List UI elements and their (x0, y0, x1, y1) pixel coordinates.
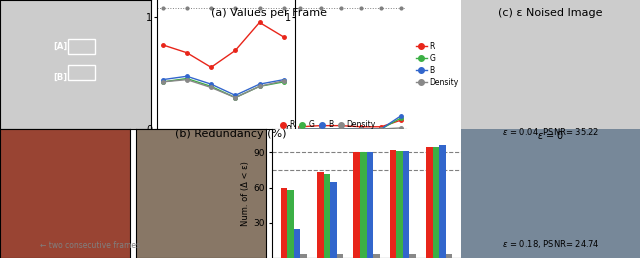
Bar (337, 254, 343, 258)
Text: [A]: [A] (53, 42, 67, 51)
Bar (396, 151, 403, 258)
Bar (390, 150, 396, 258)
Bar (360, 152, 367, 258)
Bar (287, 190, 294, 258)
Bar (330, 182, 337, 258)
Bar (300, 254, 307, 258)
Text: (a) Values per Frame: (a) Values per Frame (211, 8, 327, 18)
Bar (403, 151, 410, 258)
Bar (324, 174, 330, 258)
Bar (294, 229, 300, 258)
Legend: R, G, B, Density: R, G, B, Density (416, 42, 459, 87)
Text: $\varepsilon$ = 0: $\varepsilon$ = 0 (537, 129, 564, 141)
Bar (410, 254, 416, 258)
Bar (426, 147, 433, 258)
Bar (281, 188, 287, 258)
Bar (367, 152, 373, 258)
Text: [B]: [B] (53, 73, 67, 82)
Legend: R, G, B, Density: R, G, B, Density (276, 117, 379, 132)
Text: (c) ε Noised Image: (c) ε Noised Image (498, 8, 603, 18)
Bar (445, 254, 452, 258)
Text: $\varepsilon$ = 0.04, PSNR= 35.22: $\varepsilon$ = 0.04, PSNR= 35.22 (502, 126, 599, 139)
Text: ← two consecutive frames: ← two consecutive frames (40, 241, 140, 250)
Bar (439, 146, 445, 258)
Bar (433, 147, 439, 258)
X-axis label: [A]           Frame: [A] Frame (187, 132, 260, 141)
Bar (317, 172, 324, 258)
X-axis label: [B]           Frame: [B] Frame (314, 132, 387, 141)
Text: $\varepsilon$ = 0.18, PSNR= 24.74: $\varepsilon$ = 0.18, PSNR= 24.74 (502, 238, 599, 250)
Text: (b) Redundancy (%): (b) Redundancy (%) (175, 129, 286, 139)
Y-axis label: Num. of (Δ < ε): Num. of (Δ < ε) (241, 161, 250, 226)
Bar (373, 254, 380, 258)
Bar (353, 152, 360, 258)
